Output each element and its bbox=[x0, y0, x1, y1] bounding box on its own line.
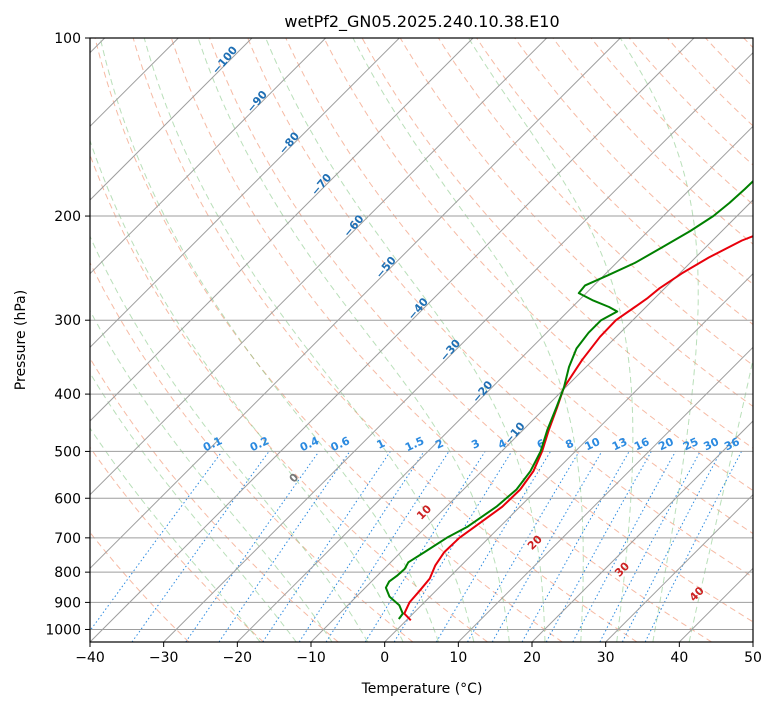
x-tick-label: 10 bbox=[449, 650, 467, 666]
dry-adiabat bbox=[514, 38, 753, 285]
moist-adiabat bbox=[90, 235, 369, 642]
mixing-ratio-label: 20 bbox=[656, 435, 676, 453]
isotherm-gridline bbox=[90, 38, 400, 349]
mixing-ratio-line bbox=[435, 451, 552, 642]
chart-title: wetPf2_GN05.2025.240.10.38.E10 bbox=[284, 12, 559, 32]
dry-adiabat bbox=[399, 38, 753, 408]
isotherm-gridline bbox=[90, 38, 695, 642]
mixing-ratio-line bbox=[131, 451, 270, 642]
isotherm-gridline bbox=[310, 199, 753, 642]
dry-adiabat bbox=[476, 38, 753, 326]
sounding-series-1 bbox=[403, 235, 753, 621]
moist-adiabat bbox=[143, 38, 475, 642]
dry-adiabat bbox=[628, 38, 753, 166]
isotherm-gridline bbox=[90, 38, 621, 570]
plot-frame bbox=[89, 37, 754, 643]
mixing-ratio-label: 30 bbox=[702, 435, 722, 453]
y-tick-label: 500 bbox=[54, 444, 81, 460]
moist-adiabat bbox=[197, 38, 510, 642]
dry-adiabat bbox=[247, 38, 753, 578]
dry-adiabat bbox=[90, 446, 264, 642]
x-tick-label: −20 bbox=[223, 650, 253, 666]
y-tick-label: 300 bbox=[54, 313, 81, 329]
mixing-ratio-line bbox=[364, 451, 486, 642]
mixing-ratio-line bbox=[521, 451, 630, 642]
x-tick-label: −40 bbox=[75, 650, 105, 666]
mixing-ratio-line bbox=[218, 451, 351, 642]
y-tick-label: 200 bbox=[54, 209, 81, 225]
mixing-ratio-label: 36 bbox=[722, 435, 742, 453]
moist-adiabat bbox=[90, 309, 333, 642]
moist-adiabat bbox=[352, 38, 584, 642]
mixing-ratio-line bbox=[393, 451, 513, 642]
isotherm-gridline bbox=[384, 272, 753, 642]
mixing-ratio-line bbox=[325, 451, 450, 642]
series-layer bbox=[384, 179, 753, 621]
mixing-ratio-line bbox=[491, 451, 603, 642]
x-tick-label: 0 bbox=[380, 650, 389, 666]
dry-adiabat bbox=[590, 38, 753, 206]
moist-adiabat bbox=[90, 372, 297, 642]
mixing-ratio-line bbox=[572, 451, 676, 642]
mixing-ratio-label: 25 bbox=[681, 435, 700, 453]
isotherm-gridline bbox=[163, 51, 753, 642]
isotherm-gridline bbox=[457, 346, 753, 642]
mixing-ratio-line bbox=[467, 451, 580, 642]
moist-adiabat bbox=[90, 427, 261, 642]
isotherm-gridline bbox=[531, 420, 753, 642]
x-tick-label: −10 bbox=[296, 650, 326, 666]
y-tick-label: 900 bbox=[54, 595, 81, 611]
y-tick-label: 100 bbox=[54, 31, 81, 47]
moist-adiabat bbox=[90, 139, 404, 642]
background-lines bbox=[90, 38, 753, 642]
x-tick-label: 50 bbox=[744, 650, 762, 666]
x-axis: −40 −30 −20 −10 0 10 20 30 40 50 bbox=[75, 642, 762, 666]
x-tick-label: −30 bbox=[149, 650, 179, 666]
y-tick-label: 1000 bbox=[45, 622, 81, 638]
dry-adiabat bbox=[94, 38, 563, 642]
y-axis: 100 200 300 400 500 600 700 800 900 1000 bbox=[45, 31, 90, 638]
moist-adiabat bbox=[99, 38, 439, 642]
mixing-ratio-label: 16 bbox=[632, 435, 652, 453]
dry-adiabat bbox=[132, 38, 638, 642]
isotherm-gridline bbox=[90, 38, 474, 422]
mixing-ratio-label: 10 bbox=[583, 435, 603, 453]
y-tick-label: 600 bbox=[54, 491, 81, 507]
x-tick-label: 40 bbox=[670, 650, 688, 666]
sounding-series-2 bbox=[384, 179, 753, 620]
dry-adiabat bbox=[170, 38, 712, 642]
isotherm-gridline bbox=[236, 125, 753, 642]
x-axis-label: Temperature (°C) bbox=[361, 681, 483, 697]
y-tick-label: 800 bbox=[54, 565, 81, 581]
y-tick-label: 400 bbox=[54, 387, 81, 403]
y-axis-label: Pressure (hPa) bbox=[13, 290, 29, 390]
dry-adiabat bbox=[323, 38, 753, 492]
moist-adiabat bbox=[265, 38, 546, 642]
mixing-ratio-line bbox=[90, 451, 223, 632]
isotherm-gridline bbox=[605, 493, 753, 642]
dry-adiabat bbox=[90, 261, 414, 642]
isotherm-gridline bbox=[90, 38, 548, 496]
isotherm-gridline bbox=[90, 38, 253, 201]
mixing-ratio-label: 13 bbox=[610, 435, 629, 453]
moist-adiabat bbox=[619, 38, 699, 642]
x-tick-label: 30 bbox=[597, 650, 615, 666]
dry-adiabat bbox=[209, 38, 753, 623]
moist-adiabat bbox=[688, 356, 753, 642]
isotherm-gridline bbox=[90, 38, 327, 275]
x-tick-label: 20 bbox=[523, 650, 541, 666]
y-tick-label: 700 bbox=[54, 531, 81, 547]
